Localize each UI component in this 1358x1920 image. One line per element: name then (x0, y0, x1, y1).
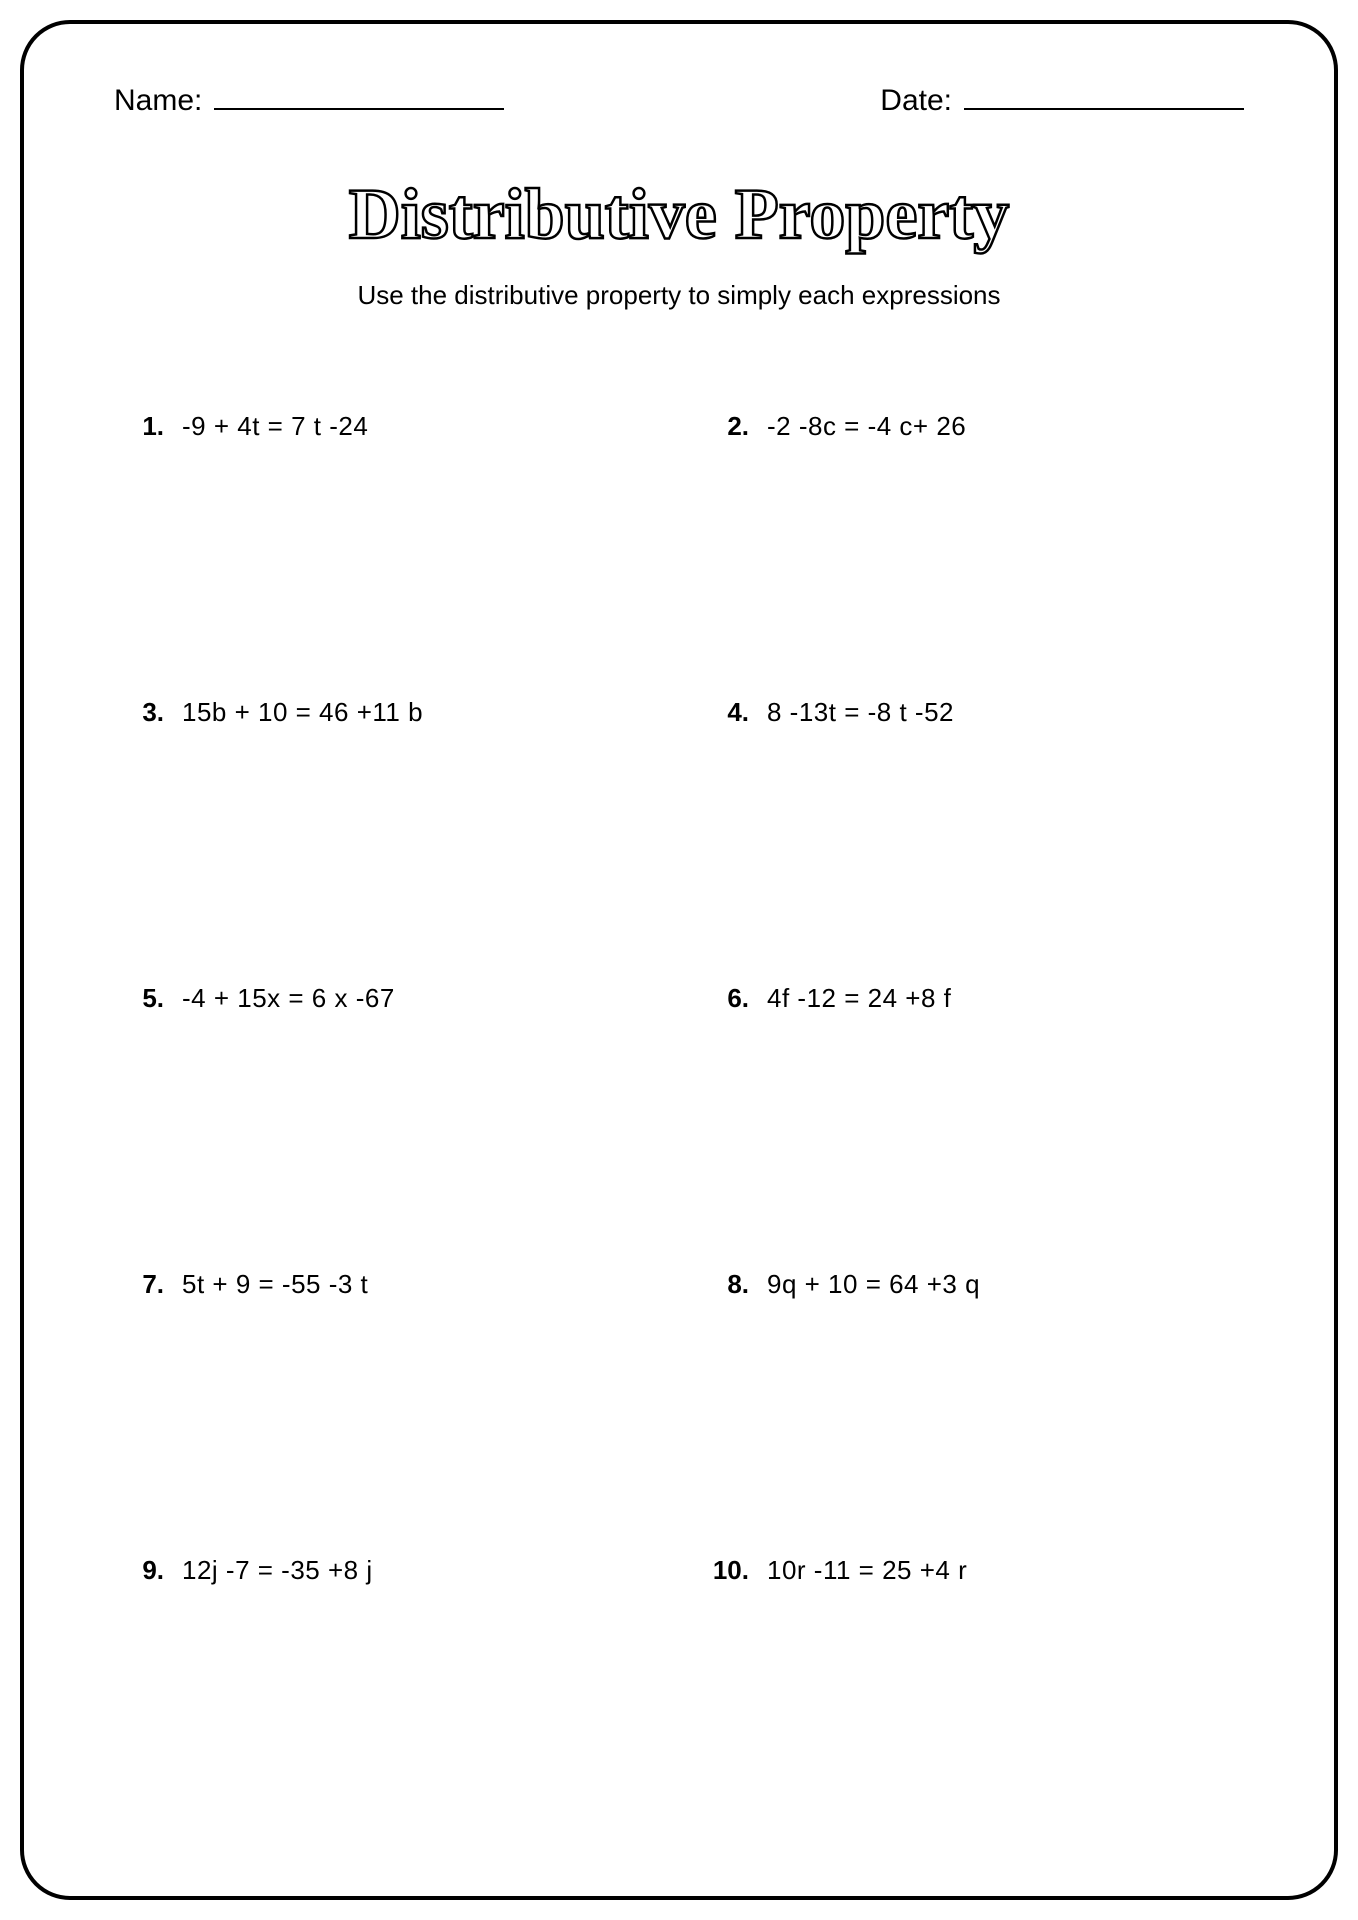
problem-number: 5. (114, 983, 164, 1014)
problem-expression: 9q + 10 = 64 +3 q (767, 1269, 980, 1300)
problem-expression: 12j -7 = -35 +8 j (182, 1555, 373, 1586)
problem-item: 5. -4 + 15x = 6 x -67 (114, 983, 659, 1014)
header-row: Name: Date: (104, 84, 1254, 118)
problem-number: 8. (699, 1269, 749, 1300)
date-label: Date: (880, 84, 952, 118)
problem-expression: 10r -11 = 25 +4 r (767, 1555, 967, 1586)
problem-expression: 5t + 9 = -55 -3 t (182, 1269, 368, 1300)
problem-item: 6. 4f -12 = 24 +8 f (699, 983, 1244, 1014)
name-input-line[interactable] (214, 108, 504, 110)
problem-number: 10. (699, 1555, 749, 1586)
problem-number: 1. (114, 411, 164, 442)
problem-number: 6. (699, 983, 749, 1014)
worksheet-frame: Name: Date: Distributive Property Use th… (20, 20, 1338, 1900)
problem-number: 2. (699, 411, 749, 442)
problem-expression: -4 + 15x = 6 x -67 (182, 983, 395, 1014)
problem-expression: 8 -13t = -8 t -52 (767, 697, 954, 728)
problem-item: 10. 10r -11 = 25 +4 r (699, 1555, 1244, 1586)
problem-item: 1. -9 + 4t = 7 t -24 (114, 411, 659, 442)
problem-expression: 15b + 10 = 46 +11 b (182, 697, 423, 728)
problem-item: 3. 15b + 10 = 46 +11 b (114, 697, 659, 728)
problem-expression: -2 -8c = -4 c+ 26 (767, 411, 966, 442)
problem-expression: -9 + 4t = 7 t -24 (182, 411, 368, 442)
problem-number: 9. (114, 1555, 164, 1586)
problem-item: 2. -2 -8c = -4 c+ 26 (699, 411, 1244, 442)
problem-expression: 4f -12 = 24 +8 f (767, 983, 951, 1014)
date-field-group: Date: (880, 84, 1244, 118)
name-field-group: Name: (114, 84, 504, 118)
problems-grid: 1. -9 + 4t = 7 t -24 2. -2 -8c = -4 c+ 2… (104, 411, 1254, 1586)
problem-number: 3. (114, 697, 164, 728)
problem-item: 9. 12j -7 = -35 +8 j (114, 1555, 659, 1586)
problem-item: 4. 8 -13t = -8 t -52 (699, 697, 1244, 728)
problem-item: 8. 9q + 10 = 64 +3 q (699, 1269, 1244, 1300)
problem-item: 7. 5t + 9 = -55 -3 t (114, 1269, 659, 1300)
date-input-line[interactable] (964, 108, 1244, 110)
problem-number: 7. (114, 1269, 164, 1300)
title-text-outline: Distributive Property (349, 174, 1010, 254)
name-label: Name: (114, 84, 202, 118)
instruction-text: Use the distributive property to simply … (104, 280, 1254, 311)
problem-number: 4. (699, 697, 749, 728)
worksheet-title: Distributive Property (104, 168, 1254, 268)
